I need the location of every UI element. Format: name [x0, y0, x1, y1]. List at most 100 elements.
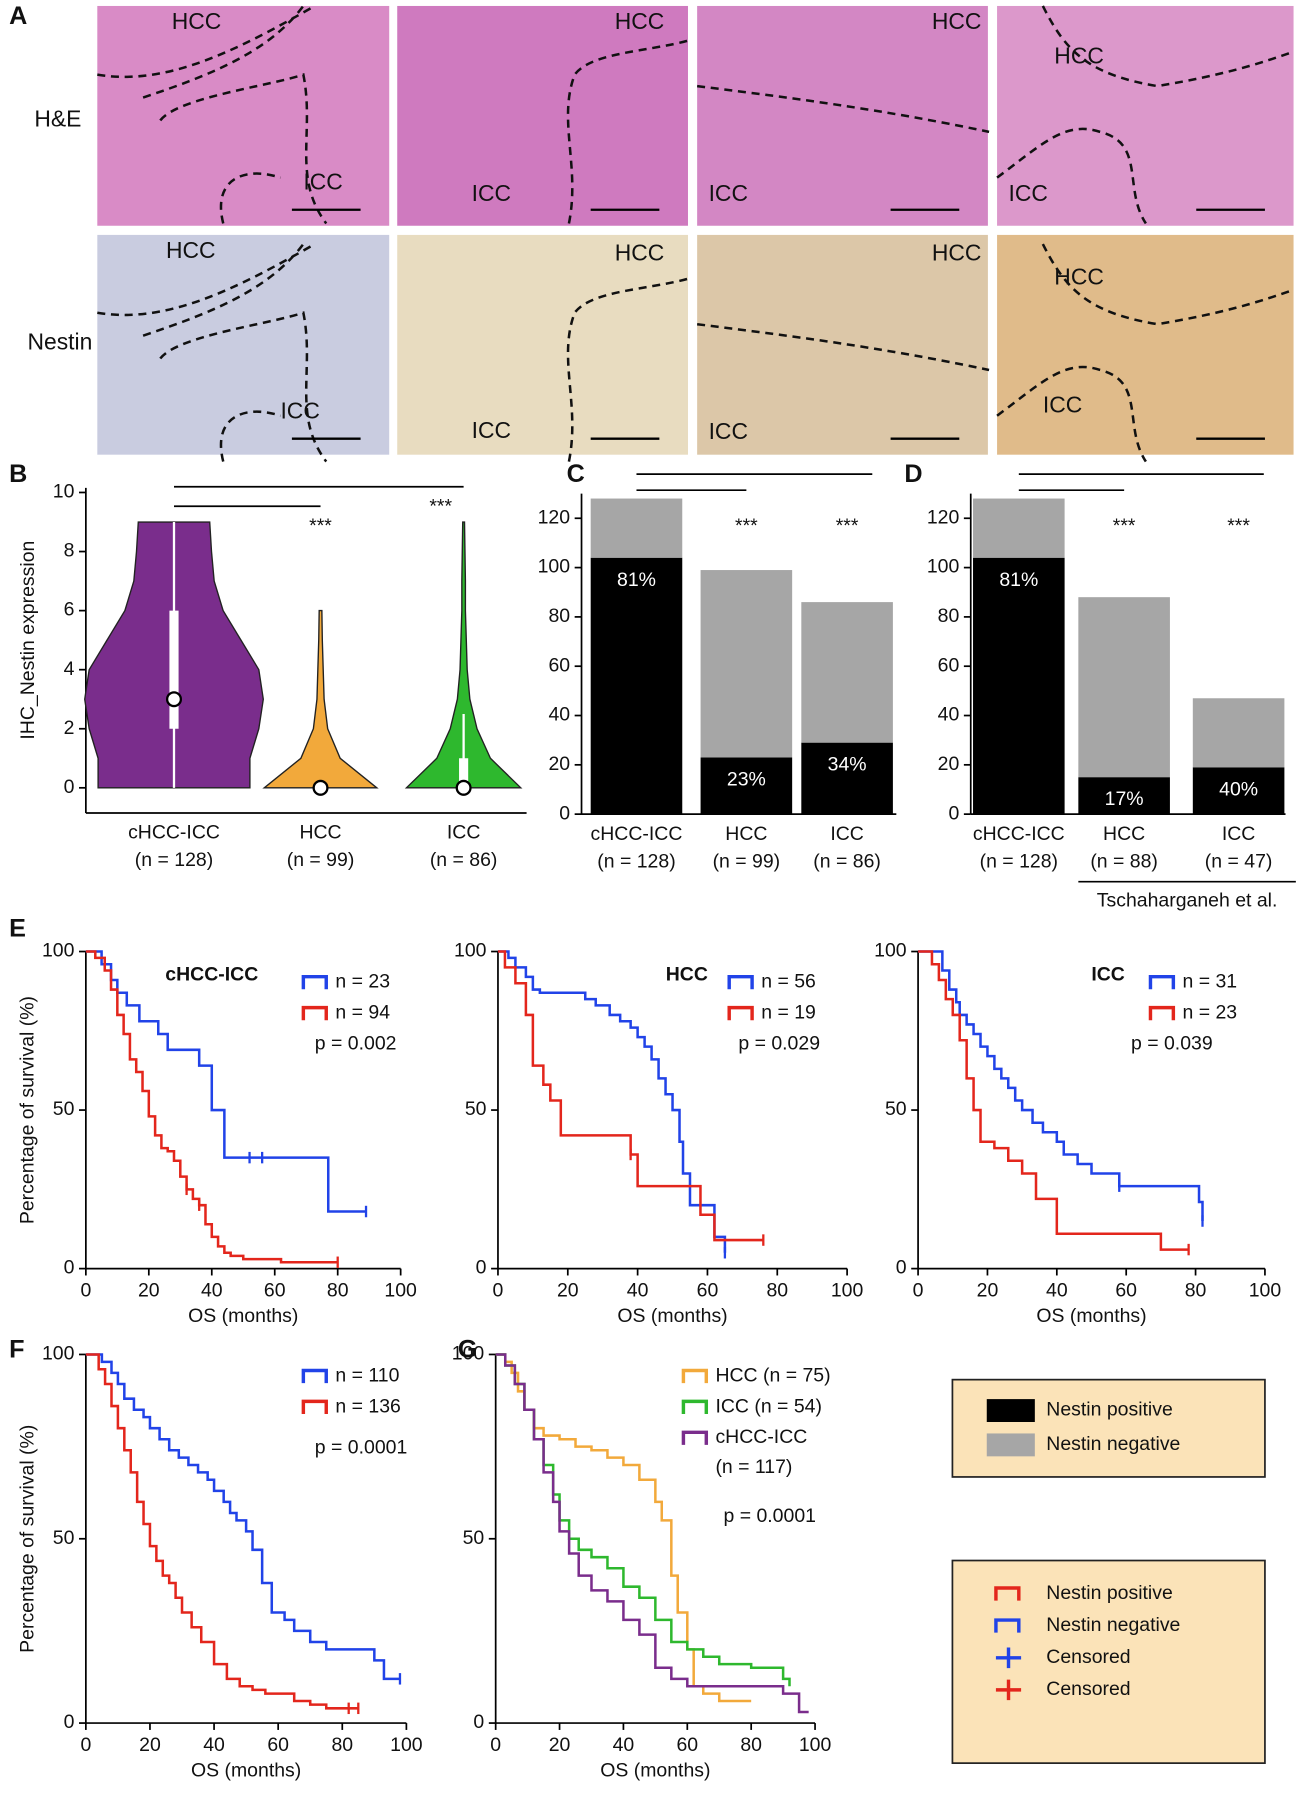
tumor-boundary	[97, 242, 328, 463]
x-tick-label: 100	[1249, 1280, 1282, 1302]
histology-image	[397, 234, 688, 455]
bar-segment	[973, 557, 1065, 815]
y-tick-label: 100	[874, 940, 907, 962]
bar-segment	[801, 742, 893, 815]
y-tick-label: 120	[927, 506, 960, 528]
x-axis-label: OS (months)	[188, 1305, 298, 1327]
p-value: p = 0.0001	[315, 1436, 408, 1458]
n-label: (n = 128)	[135, 849, 213, 871]
n-label: (n = 99)	[713, 850, 781, 872]
x-axis-label: OS (months)	[191, 1759, 301, 1781]
legend-marker	[681, 1399, 709, 1414]
y-tick-label: 0	[896, 1257, 907, 1279]
significance: ***	[309, 515, 332, 537]
x-tick-label: 80	[766, 1280, 788, 1302]
x-tick-label: 60	[264, 1280, 286, 1302]
histology-image	[997, 5, 1294, 226]
legend-label: HCC (n = 75)	[715, 1364, 830, 1386]
bar-segment	[1192, 767, 1285, 815]
legend-label: n = 136	[335, 1395, 400, 1417]
median	[455, 779, 472, 796]
legend-marker	[681, 1368, 709, 1384]
y-tick-label: 40	[548, 704, 570, 726]
tumor-boundary	[696, 322, 990, 372]
x-tick-label: ICC	[830, 823, 864, 845]
y-axis-label: IHC_Nestin expression	[17, 541, 39, 740]
y-tick-label: 60	[938, 654, 960, 676]
legend-marker	[727, 1005, 754, 1021]
y-tick-label: 50	[53, 1098, 75, 1120]
region-label: HCC	[932, 8, 982, 34]
region-label: ICC	[1009, 180, 1048, 206]
x-tick-label: 100	[799, 1734, 832, 1756]
legend-box	[951, 1559, 1266, 1764]
region-label: HCC	[166, 237, 216, 263]
plot-title: ICC	[1091, 964, 1125, 986]
tumor-boundary	[566, 39, 690, 224]
region-label: ICC	[303, 168, 342, 194]
bar-segment	[1192, 698, 1285, 768]
legend-label: Nestin positive	[1046, 1582, 1173, 1604]
x-tick-label: 60	[1115, 1280, 1137, 1302]
legend-swatch	[986, 1399, 1035, 1422]
y-tick-label: 50	[465, 1098, 487, 1120]
y-tick-label: 60	[548, 654, 570, 676]
p-value: p = 0.029	[738, 1032, 820, 1054]
x-tick-label: 100	[831, 1280, 864, 1302]
bar-segment	[590, 557, 683, 815]
x-axis-label: OS (months)	[617, 1305, 727, 1327]
x-tick-label: HCC	[725, 823, 767, 845]
x-tick-label: 0	[493, 1280, 504, 1302]
y-tick-label: 80	[548, 605, 570, 627]
y-tick-label: 4	[64, 658, 75, 680]
n-label: (n = 86)	[430, 849, 498, 871]
panel-label: C	[567, 460, 585, 488]
y-tick-label: 10	[53, 481, 75, 503]
legend-label: (n = 117)	[715, 1456, 792, 1478]
significance: ***	[1113, 515, 1136, 537]
bar-segment	[973, 498, 1065, 558]
survival-curve	[85, 1353, 359, 1710]
panel-label: B	[9, 460, 27, 488]
row-label: H&E	[34, 105, 81, 131]
x-tick-label: 60	[267, 1734, 289, 1756]
n-label: (n = 128)	[597, 850, 675, 872]
tumor-boundary	[996, 243, 1294, 463]
survival-curve	[497, 950, 764, 1242]
x-tick-label: 20	[549, 1734, 571, 1756]
legend-marker	[994, 1618, 1021, 1633]
y-tick-label: 100	[42, 940, 75, 962]
y-tick-label: 120	[538, 506, 571, 528]
x-tick-label: 40	[201, 1280, 223, 1302]
percent-label: 17%	[1105, 788, 1144, 810]
legend-marker	[1148, 974, 1176, 990]
y-tick-label: 0	[64, 776, 75, 798]
survival-curve	[495, 1353, 809, 1714]
legend-label: n = 23	[1183, 1001, 1238, 1023]
x-tick-label: cHCC-ICC	[973, 823, 1065, 845]
y-tick-label: 0	[948, 802, 959, 824]
legend-label: n = 94	[335, 1001, 390, 1023]
legend-marker	[301, 1368, 328, 1384]
region-label: HCC	[615, 8, 665, 34]
legend-label: n = 19	[761, 1001, 816, 1023]
x-tick-label: 20	[138, 1280, 160, 1302]
y-axis-label: Percentage of survival (%)	[17, 996, 39, 1224]
plot-title: HCC	[666, 964, 708, 986]
region-label: HCC	[1054, 43, 1104, 69]
y-tick-label: 0	[473, 1711, 484, 1733]
y-tick-label: 0	[64, 1711, 75, 1733]
y-axis-label: Percentage of survival (%)	[17, 1425, 39, 1653]
legend-label: n = 31	[1183, 971, 1238, 993]
x-tick-label: 0	[490, 1734, 501, 1756]
percent-label: 81%	[617, 569, 656, 591]
region-label: ICC	[1043, 392, 1082, 418]
x-tick-label: cHCC-ICC	[591, 823, 683, 845]
survival-curve	[85, 950, 338, 1264]
legend-label: n = 23	[335, 971, 390, 993]
y-tick-label: 100	[927, 556, 960, 578]
histology-image	[997, 234, 1294, 455]
x-tick-label: 80	[331, 1734, 353, 1756]
y-tick-label: 50	[885, 1098, 907, 1120]
x-tick-label: HCC	[1103, 823, 1145, 845]
